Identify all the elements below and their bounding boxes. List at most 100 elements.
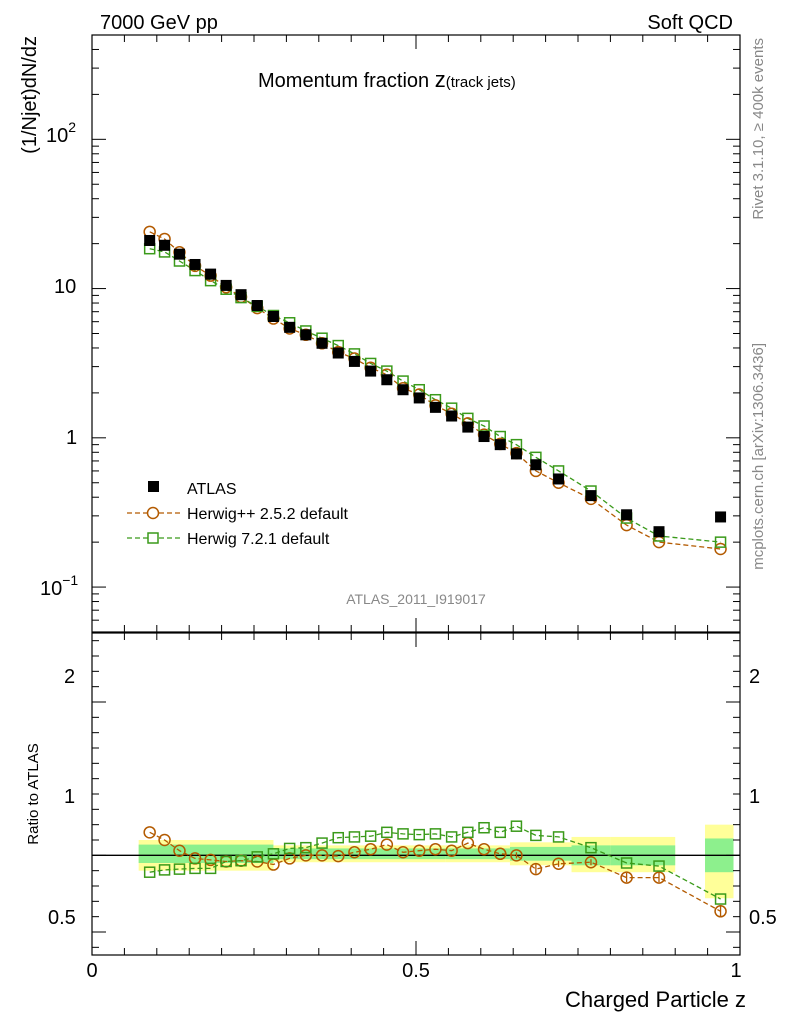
ratio-herwigpp-point xyxy=(552,857,565,871)
atlas-point xyxy=(144,234,156,246)
atlas-point xyxy=(653,526,665,538)
ratio-ytick-label-1-right: 1 xyxy=(749,786,760,808)
ratio-herwig7-point xyxy=(316,837,328,849)
ratio-herwigpp-point xyxy=(620,871,633,884)
x-axis-label: Charged Particle z xyxy=(565,987,746,1012)
ratio-herwig7-point xyxy=(620,857,633,869)
main-title: Momentum fraction z(track jets) xyxy=(258,67,516,92)
atlas-point xyxy=(478,431,490,443)
atlas-point xyxy=(381,374,393,386)
analysis-id-label: ATLAS_2011_I919017 xyxy=(346,591,486,607)
atlas-point xyxy=(235,289,247,301)
ratio-herwigpp-point xyxy=(429,842,442,856)
atlas-point xyxy=(173,248,185,260)
ratio-herwig7-point xyxy=(714,893,727,905)
herwig7-point xyxy=(714,536,727,548)
herwigpp-point xyxy=(714,542,727,556)
ratio-herwig7-point xyxy=(173,863,186,875)
ratio-herwig7-point xyxy=(364,830,377,842)
legend-herwigpp-label: Herwig++ 2.5.2 default xyxy=(187,506,349,523)
ratio-herwig7-point xyxy=(348,831,361,843)
ratio-herwigpp-point xyxy=(158,833,171,847)
main-series-layer xyxy=(143,225,727,556)
ratio-herwigpp-point xyxy=(714,905,727,918)
ratio-band-inner xyxy=(445,848,510,860)
atlas-point xyxy=(251,300,263,312)
ratio-ytick-label-1-left: 1 xyxy=(64,786,75,808)
ratio-panel: Ratio to ATLAS 2 1 0.5 2 1 0.5 0 0.5 1 C… xyxy=(25,632,777,1012)
ratio-herwigpp-point xyxy=(331,849,345,863)
main-axis-ticks xyxy=(91,34,741,633)
atlas-point xyxy=(530,459,542,471)
ratio-herwig7-point xyxy=(462,826,474,839)
atlas-point xyxy=(284,321,296,333)
herwig7-point xyxy=(478,420,490,432)
legend-herwig7-marker xyxy=(147,532,159,544)
header-right: Soft QCD xyxy=(647,12,733,34)
atlas-point xyxy=(316,337,328,349)
legend-atlas-marker xyxy=(148,481,159,492)
ratio-herwig7-point xyxy=(552,831,565,843)
atlas-point xyxy=(348,355,360,367)
xtick-label-0: 0 xyxy=(86,960,97,982)
atlas-point xyxy=(159,239,171,251)
ratio-series-layer xyxy=(143,820,727,918)
ratio-axis-ticks xyxy=(91,633,741,955)
ratio-herwig7-point xyxy=(429,828,442,840)
ratio-herwigpp-point xyxy=(510,849,523,862)
ratio-herwigpp-point xyxy=(529,862,543,876)
ratio-herwigpp-point xyxy=(348,846,361,859)
mcplots-reference-label: mcplots.cern.ch [arXiv:1306.3436] xyxy=(750,343,767,570)
ratio-herwigpp-point xyxy=(204,853,217,867)
ratio-herwig7-point xyxy=(397,828,409,840)
rivet-version-label: Rivet 3.1.10, ≥ 400k events xyxy=(750,38,767,220)
ratio-herwig7-point xyxy=(585,841,597,854)
herwigpp-line xyxy=(149,231,721,550)
main-y-axis-label: (1/Njet)dN/dz xyxy=(19,36,41,154)
ratio-herwig7-point xyxy=(235,854,247,867)
ratio-herwig7-point xyxy=(267,848,280,860)
legend-herwigpp-marker xyxy=(146,506,160,520)
ratio-ytick-label-2-right: 2 xyxy=(749,666,760,688)
header-left: 7000 GeV pp xyxy=(100,12,218,34)
ratio-herwig7-point xyxy=(204,862,217,875)
ratio-band-inner xyxy=(509,846,572,861)
ratio-herwigpp-point xyxy=(493,847,507,861)
ratio-herwig7-point xyxy=(653,860,665,872)
ytick-label-1: 1 xyxy=(66,427,77,449)
ratio-herwigpp-point xyxy=(143,826,156,839)
legend-herwig7-label: Herwig 7.2.1 default xyxy=(187,531,330,548)
atlas-point xyxy=(446,410,458,422)
ytick-label-100: 102 xyxy=(46,119,76,147)
ratio-herwigpp-point xyxy=(396,846,410,859)
ratio-ytick-label-0p5-left: 0.5 xyxy=(48,907,76,929)
ratio-ytick-label-0p5-right: 0.5 xyxy=(749,907,777,929)
atlas-point xyxy=(462,421,474,433)
ratio-herwigpp-point xyxy=(173,844,186,857)
ratio-herwigpp-line xyxy=(149,831,721,912)
ratio-herwig7-point xyxy=(220,855,232,868)
ratio-y-axis-label: Ratio to ATLAS xyxy=(25,743,42,844)
ratio-herwig7-point xyxy=(143,866,156,878)
ratio-herwig7-point xyxy=(445,831,458,843)
ytick-label-10: 10 xyxy=(54,276,76,298)
ratio-herwigpp-point xyxy=(299,849,313,862)
ratio-herwigpp-point xyxy=(364,842,377,856)
atlas-point xyxy=(205,268,217,280)
main-panel: Momentum fraction z(track jets) (1/Njet)… xyxy=(19,34,741,633)
ratio-herwigpp-point xyxy=(584,855,598,869)
ytick-label-0p1: 10−1 xyxy=(40,572,78,600)
atlas-point xyxy=(332,347,344,359)
ratio-herwig7-point xyxy=(300,841,312,854)
atlas-point xyxy=(715,511,727,523)
atlas-point xyxy=(267,310,279,322)
ratio-herwigpp-point xyxy=(445,844,458,857)
ratio-herwig7-point xyxy=(478,821,490,834)
xtick-label-1: 1 xyxy=(730,960,741,982)
atlas-point xyxy=(365,365,377,377)
ratio-plot-frame xyxy=(91,632,741,956)
ratio-herwigpp-point xyxy=(380,838,394,851)
legend-atlas-label: ATLAS xyxy=(187,481,237,498)
ratio-herwig7-point xyxy=(283,842,296,855)
